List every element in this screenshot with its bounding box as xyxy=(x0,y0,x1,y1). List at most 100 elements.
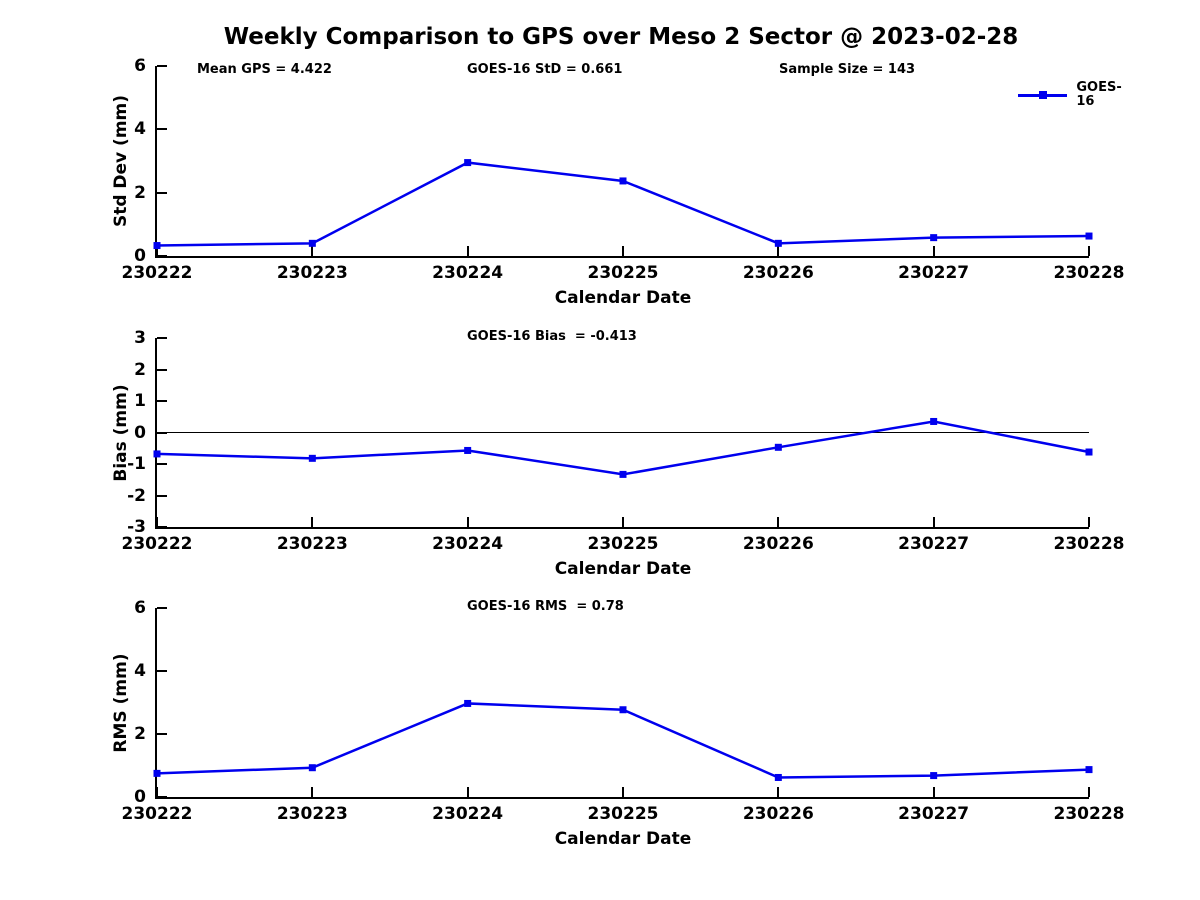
x-tick-mark xyxy=(932,787,935,797)
y-tick-mark xyxy=(157,670,167,672)
series-plot-area xyxy=(153,159,1093,250)
series-plot-area xyxy=(153,417,1093,478)
annotation-text: GOES-16 RMS = 0.78 xyxy=(467,599,624,614)
data-point-marker xyxy=(930,417,938,425)
y-tick-label: -1 xyxy=(127,454,146,474)
y-tick-label: 2 xyxy=(134,359,146,380)
data-point-marker xyxy=(153,450,161,458)
y-tick-label: 0 xyxy=(134,422,146,443)
x-tick-label: 230226 xyxy=(742,263,814,283)
x-tick-mark xyxy=(932,517,935,527)
x-tick-mark xyxy=(466,517,469,527)
x-tick-label: 230228 xyxy=(1053,804,1125,824)
x-tick-mark xyxy=(156,517,158,527)
x-tick-label: 230226 xyxy=(742,534,814,554)
y-tick-label: 4 xyxy=(134,661,146,681)
x-axis-label: Calendar Date xyxy=(554,288,692,308)
x-axis-label: Calendar Date xyxy=(554,829,692,849)
data-point-marker xyxy=(308,239,316,247)
legend: GOES-16 xyxy=(1018,81,1130,109)
data-point-marker xyxy=(464,699,472,707)
bias-plot: 3 2 1 0 -1 -2 -3 230222 230223 230224 230225 230226… xyxy=(111,328,1124,579)
y-tick-mark xyxy=(157,337,167,339)
legend-line-sample xyxy=(1018,91,1068,99)
y-tick-mark xyxy=(157,255,167,257)
data-point-marker xyxy=(930,772,938,780)
x-tick-label: 230228 xyxy=(1053,263,1125,283)
data-point-marker xyxy=(153,242,161,250)
x-tick-mark xyxy=(777,246,780,256)
x-tick-mark xyxy=(156,787,158,797)
y-tick-label: 2 xyxy=(134,724,146,744)
x-tick-label: 230228 xyxy=(1053,534,1125,554)
x-tick-mark xyxy=(1088,787,1090,797)
data-point-marker xyxy=(1085,232,1093,240)
y-tick-mark xyxy=(157,733,167,735)
x-tick-mark xyxy=(311,787,314,797)
x-tick-label: 230227 xyxy=(898,804,970,824)
legend-marker-icon xyxy=(1038,91,1047,99)
series-plot-area xyxy=(153,699,1093,781)
x-tick-label: 230225 xyxy=(587,263,659,283)
x-tick-label: 230223 xyxy=(276,804,348,824)
zero-reference-line xyxy=(157,432,1089,433)
data-point-marker xyxy=(619,706,627,714)
y-tick-mark xyxy=(157,463,167,465)
y-tick-mark xyxy=(157,191,167,194)
y-tick-label: 3 xyxy=(134,328,146,348)
series-line xyxy=(156,702,1090,779)
y-tick-mark xyxy=(157,400,167,402)
x-tick-label: 230224 xyxy=(432,263,504,283)
annotation-text: GOES-16 StD = 0.661 xyxy=(467,62,623,77)
series-line xyxy=(156,161,1090,247)
x-tick-mark xyxy=(1088,246,1090,256)
data-point-marker xyxy=(1085,448,1093,456)
y-tick-label: 0 xyxy=(134,246,146,266)
x-tick-mark xyxy=(466,787,469,797)
x-tick-label: 230222 xyxy=(121,263,193,283)
x-tick-label: 230223 xyxy=(276,534,348,554)
x-tick-mark xyxy=(777,787,780,797)
x-tick-mark xyxy=(622,246,624,256)
x-tick-label: 230227 xyxy=(898,263,970,283)
x-tick-mark xyxy=(311,517,314,527)
data-point-marker xyxy=(1085,766,1093,774)
y-tick-mark xyxy=(157,65,167,67)
x-tick-mark xyxy=(932,246,935,256)
x-tick-mark xyxy=(622,787,624,797)
data-point-marker xyxy=(619,470,627,478)
data-point-marker xyxy=(774,443,782,451)
x-tick-label: 230226 xyxy=(742,804,814,824)
y-tick-mark xyxy=(157,128,167,131)
data-point-marker xyxy=(464,159,472,167)
y-tick-label: 6 xyxy=(134,598,146,618)
y-tick-mark xyxy=(157,607,167,609)
x-tick-mark xyxy=(622,517,624,527)
x-tick-label: 230222 xyxy=(121,804,193,824)
y-axis-label: RMS (mm) xyxy=(111,652,131,753)
y-tick-mark xyxy=(157,526,167,528)
data-point-marker xyxy=(308,764,316,772)
x-tick-label: 230225 xyxy=(587,804,659,824)
x-tick-label: 230225 xyxy=(587,534,659,554)
y-tick-label: 0 xyxy=(134,787,146,807)
series-line xyxy=(156,420,1090,476)
x-tick-label: 230223 xyxy=(276,263,348,283)
data-point-marker xyxy=(464,446,472,454)
y-tick-label: 4 xyxy=(134,119,146,140)
annotation-text: GOES-16 Bias = -0.413 xyxy=(467,329,637,344)
data-point-marker xyxy=(153,769,161,777)
y-tick-label: -2 xyxy=(127,485,146,506)
y-tick-mark xyxy=(157,796,167,798)
x-tick-label: 230227 xyxy=(898,534,970,554)
y-axis-label: Std Dev (mm) xyxy=(111,94,131,228)
x-tick-label: 230224 xyxy=(432,534,504,554)
x-tick-mark xyxy=(777,517,780,527)
y-axis-label: Bias (mm) xyxy=(111,383,131,482)
x-tick-label: 230222 xyxy=(121,534,193,554)
y-tick-label: 1 xyxy=(134,391,146,411)
y-tick-label: 6 xyxy=(134,56,146,76)
y-tick-label: -3 xyxy=(127,517,146,537)
annotation-text: Sample Size = 143 xyxy=(779,62,916,77)
